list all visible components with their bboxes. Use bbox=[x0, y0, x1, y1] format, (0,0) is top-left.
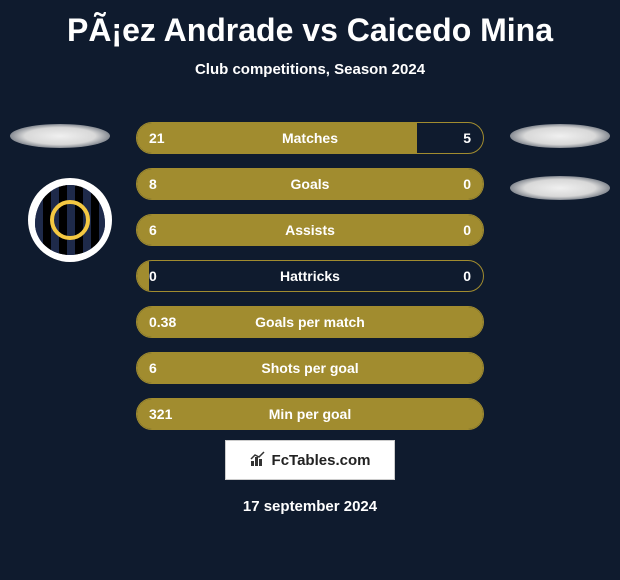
stat-label: Matches bbox=[282, 130, 338, 146]
player-shadow-right-2 bbox=[510, 176, 610, 200]
date-label: 17 september 2024 bbox=[243, 498, 377, 515]
stat-label: Hattricks bbox=[280, 268, 340, 284]
stat-right-value: 0 bbox=[463, 176, 471, 192]
stat-label: Shots per goal bbox=[261, 360, 358, 376]
page-subtitle: Club competitions, Season 2024 bbox=[0, 61, 620, 78]
stat-row: 8Goals0 bbox=[136, 168, 484, 200]
stat-right-value: 5 bbox=[463, 130, 471, 146]
player-shadow-right-1 bbox=[510, 124, 610, 148]
stat-row: 0.38Goals per match bbox=[136, 306, 484, 338]
stat-label: Assists bbox=[285, 222, 335, 238]
source-logo: FcTables.com bbox=[225, 440, 395, 480]
chart-icon bbox=[250, 451, 266, 470]
stat-row: 6Assists0 bbox=[136, 214, 484, 246]
stat-left-value: 21 bbox=[137, 123, 417, 153]
stat-right-value: 0 bbox=[463, 268, 471, 284]
stat-row: 321Min per goal bbox=[136, 398, 484, 430]
club-badge bbox=[28, 178, 112, 262]
stat-label: Min per goal bbox=[269, 406, 351, 422]
stat-label: Goals per match bbox=[255, 314, 365, 330]
stat-row: 0 Hattricks 0 bbox=[136, 260, 484, 292]
page-title: PÃ¡ez Andrade vs Caicedo Mina bbox=[0, 12, 620, 49]
stat-label: Goals bbox=[291, 176, 330, 192]
stats-container: 21Matches58Goals06Assists00Hattricks00.3… bbox=[136, 122, 484, 444]
stat-right-value: 0 bbox=[463, 222, 471, 238]
stat-row: 6Shots per goal bbox=[136, 352, 484, 384]
header: PÃ¡ez Andrade vs Caicedo Mina Club compe… bbox=[0, 0, 620, 78]
player-shadow-left bbox=[10, 124, 110, 148]
stat-row: 21Matches 5 bbox=[136, 122, 484, 154]
source-logo-text: FcTables.com bbox=[272, 452, 371, 469]
stat-left-value: 0 bbox=[137, 261, 149, 291]
badge-shield bbox=[35, 185, 105, 255]
badge-ring bbox=[50, 200, 90, 240]
